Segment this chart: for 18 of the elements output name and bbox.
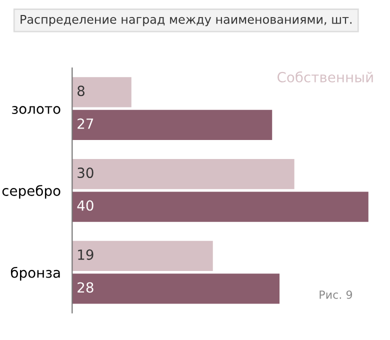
text: Собственный	[277, 71, 373, 82]
data-label: 19	[78, 249, 94, 260]
data-label: 27	[78, 118, 94, 129]
y-tick-label: серебро	[2, 185, 60, 199]
bar	[72, 77, 132, 108]
bar	[72, 158, 294, 190]
bar	[72, 274, 280, 304]
data-label: 40	[77, 200, 94, 211]
bar	[72, 192, 368, 222]
chart-title: Распределение наград между наименованиями, шт.	[20, 14, 352, 26]
data-label: 30	[78, 168, 94, 178]
data-label: 28	[78, 282, 94, 293]
bar	[72, 110, 272, 140]
y-tick-label: золото	[12, 106, 60, 114]
y-tick-label: бронза	[10, 266, 60, 281]
data-label: 8	[78, 86, 84, 96]
bar	[72, 240, 213, 271]
annotation: Рис. 9	[320, 290, 352, 299]
